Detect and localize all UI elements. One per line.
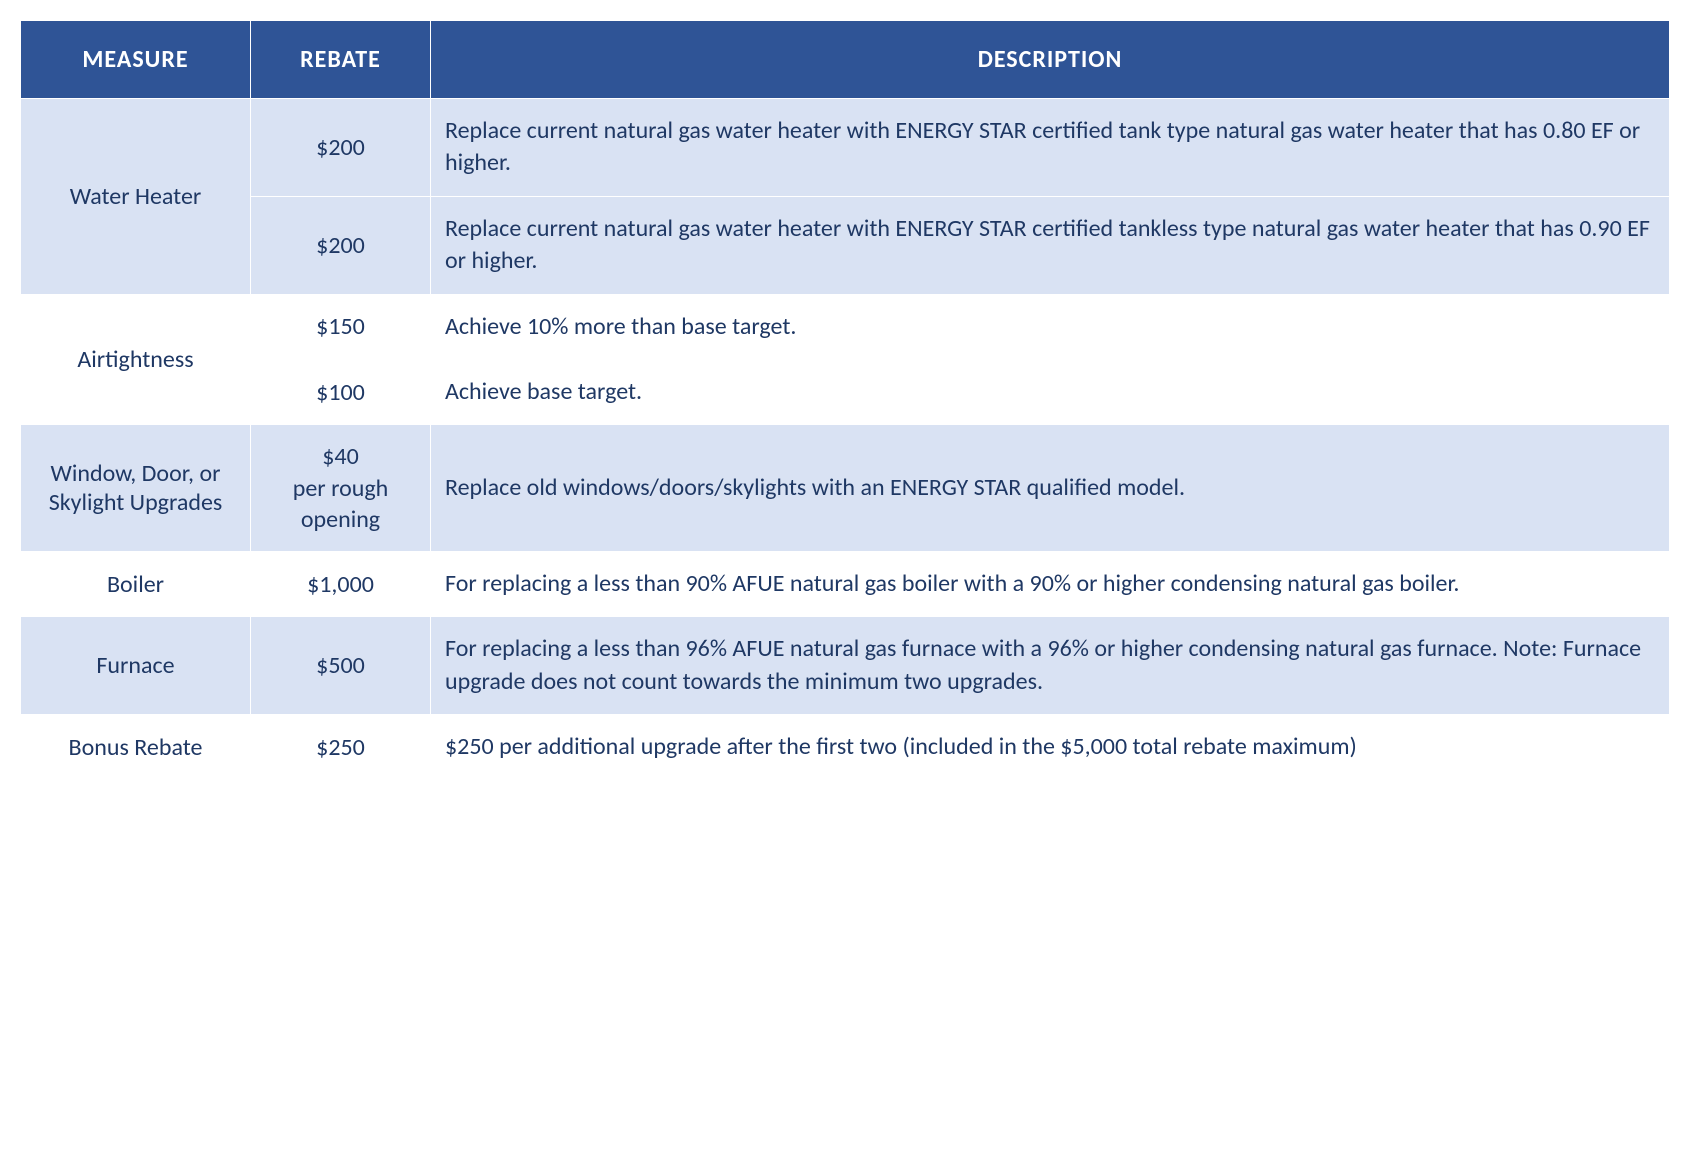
rebate-cell: $200 bbox=[251, 99, 431, 197]
measure-cell: Bonus Rebate bbox=[21, 715, 251, 780]
rebate-cell: $150 bbox=[251, 294, 431, 359]
description-cell: For replacing a less than 90% AFUE natur… bbox=[431, 551, 1670, 616]
table-row: Airtightness $150 Achieve 10% more than … bbox=[21, 294, 1670, 359]
description-cell: Achieve base target. bbox=[431, 359, 1670, 424]
description-cell: Replace old windows/doors/skylights with… bbox=[431, 425, 1670, 552]
table-row: Boiler $1,000 For replacing a less than … bbox=[21, 551, 1670, 616]
measure-cell: Window, Door, or Skylight Upgrades bbox=[21, 425, 251, 552]
rebate-cell: $100 bbox=[251, 359, 431, 424]
rebate-cell: $250 bbox=[251, 715, 431, 780]
header-rebate: REBATE bbox=[251, 21, 431, 99]
description-cell: Replace current natural gas water heater… bbox=[431, 99, 1670, 197]
table-row: Window, Door, or Skylight Upgrades $40pe… bbox=[21, 425, 1670, 552]
rebate-cell: $200 bbox=[251, 196, 431, 294]
description-cell: For replacing a less than 96% AFUE natur… bbox=[431, 617, 1670, 715]
table-body: Water Heater $200 Replace current natura… bbox=[21, 99, 1670, 780]
measure-cell: Boiler bbox=[21, 551, 251, 616]
rebate-cell: $500 bbox=[251, 617, 431, 715]
table-row: Furnace $500 For replacing a less than 9… bbox=[21, 617, 1670, 715]
measure-cell: Water Heater bbox=[21, 99, 251, 295]
measure-cell: Furnace bbox=[21, 617, 251, 715]
table-row: $100 Achieve base target. bbox=[21, 359, 1670, 424]
table-header-row: MEASURE REBATE DESCRIPTION bbox=[21, 21, 1670, 99]
header-description: DESCRIPTION bbox=[431, 21, 1670, 99]
table-row: Water Heater $200 Replace current natura… bbox=[21, 99, 1670, 197]
rebate-cell: $1,000 bbox=[251, 551, 431, 616]
table-row: $200 Replace current natural gas water h… bbox=[21, 196, 1670, 294]
rebate-cell: $40per rough opening bbox=[251, 425, 431, 552]
description-cell: Replace current natural gas water heater… bbox=[431, 196, 1670, 294]
header-measure: MEASURE bbox=[21, 21, 251, 99]
table-row: Bonus Rebate $250 $250 per additional up… bbox=[21, 715, 1670, 780]
description-cell: Achieve 10% more than base target. bbox=[431, 294, 1670, 359]
rebate-table: MEASURE REBATE DESCRIPTION Water Heater … bbox=[20, 20, 1670, 780]
description-cell: $250 per additional upgrade after the fi… bbox=[431, 715, 1670, 780]
measure-cell: Airtightness bbox=[21, 294, 251, 425]
